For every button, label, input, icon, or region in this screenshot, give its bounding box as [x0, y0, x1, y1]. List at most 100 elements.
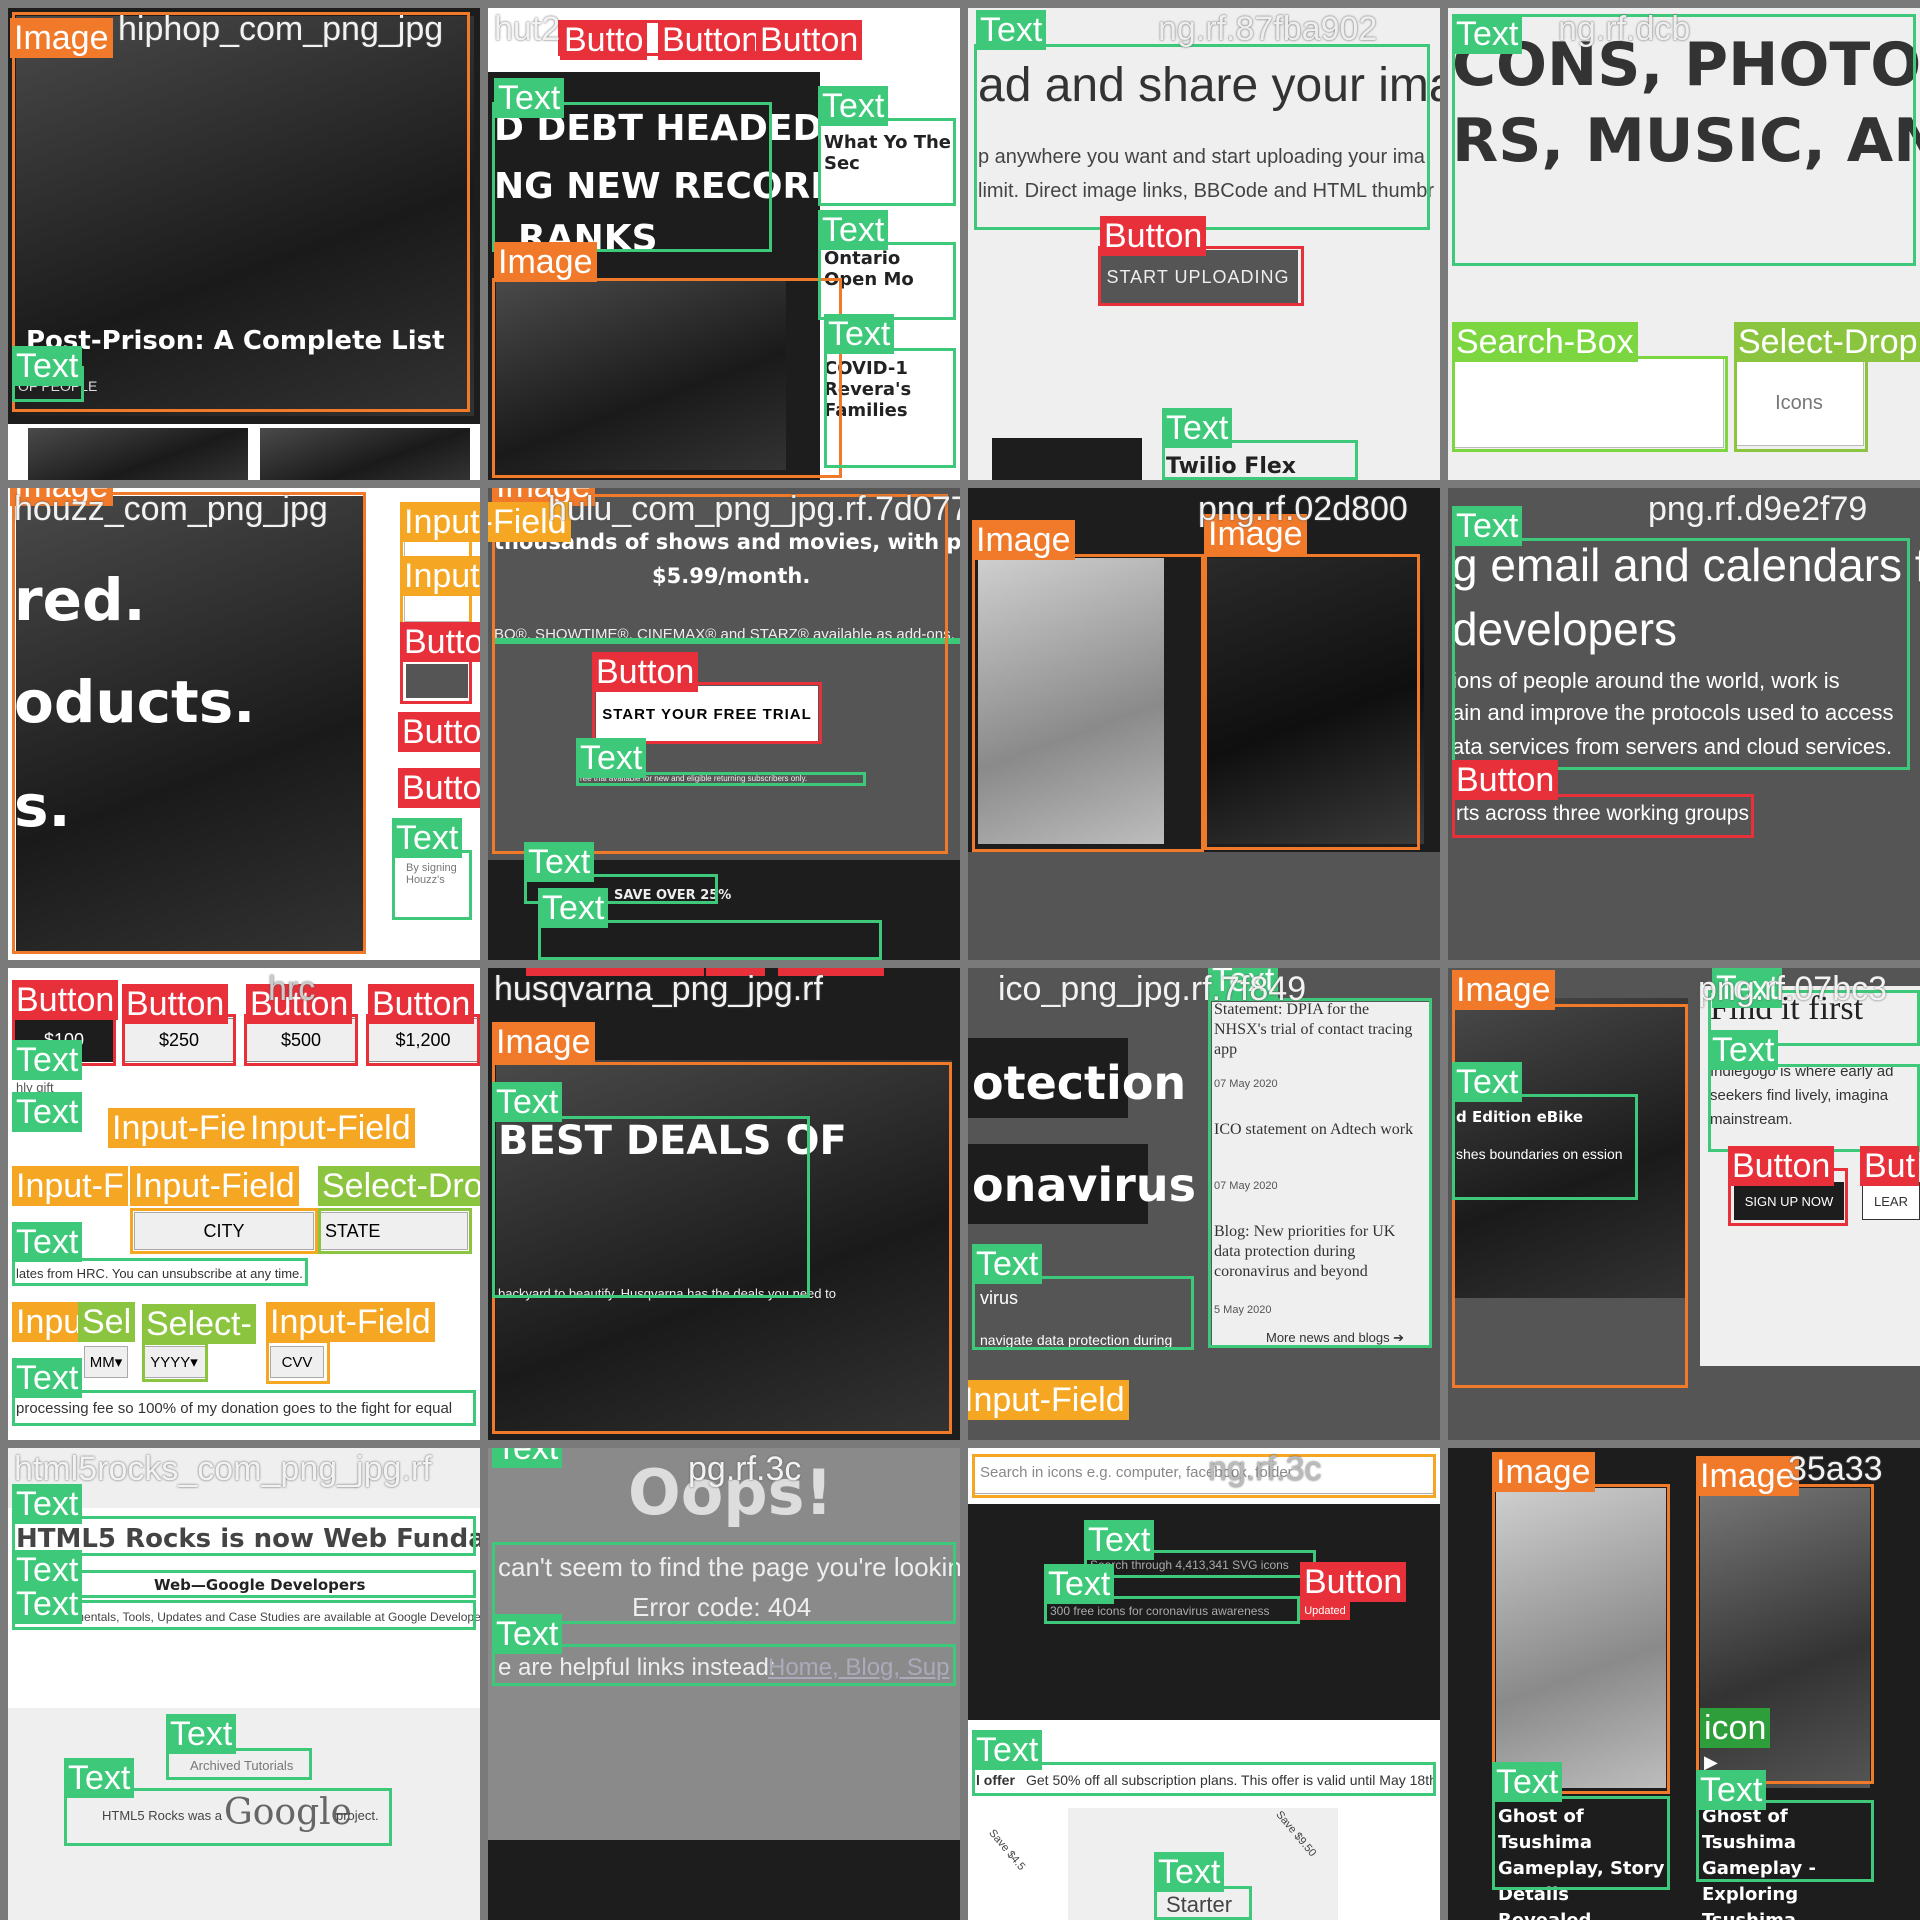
- label-text-heading: Text: [1712, 968, 1783, 1008]
- amount-500-button[interactable]: $500: [246, 1018, 356, 1062]
- bbox-google: [64, 1788, 392, 1846]
- label-input-3: Input-F: [12, 1166, 128, 1206]
- bbox-covid: [1044, 1596, 1300, 1624]
- cvv-field[interactable]: CVV: [270, 1346, 324, 1378]
- hero-desc-2: limit. Direct image links, BBCode and HT…: [978, 180, 1435, 202]
- search-input[interactable]: [1454, 358, 1724, 448]
- label-text-helpful: Text: [492, 1614, 563, 1654]
- helpful-links[interactable]: Home, Blog, Sup: [768, 1654, 950, 1681]
- label-button-1: Butto: [560, 20, 648, 60]
- label-btn-1: Butto: [526, 968, 614, 976]
- price-line: $5.99/month.: [652, 564, 811, 588]
- label-btn-signup: Button: [1728, 1146, 1835, 1186]
- free-trial-button[interactable]: START YOUR FREE TRIAL: [596, 686, 818, 742]
- bbox-text: [392, 850, 472, 920]
- tile-filename: hrc: [268, 970, 316, 1008]
- bbox-hero: [1452, 538, 1910, 770]
- article-heading: Post-Prison: A Complete List: [26, 326, 445, 356]
- starter-plan: Starter: [1166, 1892, 1233, 1917]
- working-groups-link[interactable]: rts across three working groups: [1456, 802, 1749, 825]
- label-text: Text: [492, 1082, 563, 1122]
- city-field[interactable]: CITY: [134, 1212, 314, 1250]
- helpful-links-text: e are helpful links instead:: [498, 1654, 776, 1681]
- label-btn-2: Button: [598, 968, 705, 976]
- card-2-title[interactable]: Ghost of Tsushima Gameplay - Exploring T…: [1702, 1806, 1817, 1920]
- label-text-save: Text: [524, 842, 595, 882]
- feature-photo: [496, 280, 786, 470]
- label-btn-2: Button: [122, 984, 229, 1024]
- oops-heading: Oops!: [628, 1456, 833, 1529]
- tile-news: D DEBT HEADED FOR NG NEW RECORDS: RANKS …: [488, 8, 960, 480]
- hero-line-2: oducts.: [14, 668, 256, 736]
- exp-year-select[interactable]: YYYY▾: [142, 1346, 206, 1378]
- footer-thumb: [992, 438, 1142, 480]
- signup-button[interactable]: [406, 664, 468, 698]
- label-btn-4: Button: [778, 968, 885, 976]
- label-image: Image: [494, 242, 597, 282]
- more-news-link[interactable]: More news and blogs ➔: [1266, 1330, 1405, 1345]
- bbox-message: [492, 1542, 956, 1624]
- label-text-search-through: Text: [1084, 1520, 1155, 1560]
- exp-month-select[interactable]: MM▾: [84, 1346, 128, 1378]
- tile-404: Oops! can't seem to find the page you're…: [488, 1448, 960, 1920]
- bbox-body: [1708, 1064, 1920, 1152]
- side-story-1: What Yo The Sec: [824, 132, 952, 174]
- not-found-message: can't seem to find the page you're looki…: [498, 1552, 960, 1582]
- bbox-headline: [492, 102, 772, 252]
- sign-up-button[interactable]: SIGN UP NOW: [1734, 1182, 1844, 1220]
- tile-filename: ng.rf.3c: [1208, 1450, 1322, 1488]
- archived-link[interactable]: Archived Tutorials: [190, 1758, 294, 1773]
- tile-filename: ico_png_jpg.rf.7f849: [998, 970, 1307, 1008]
- hero-line-1: g email and calendars for: [1452, 539, 1920, 591]
- ribbon-1: Save $4.5: [986, 1827, 1028, 1873]
- bbox-news: [1208, 998, 1432, 1348]
- search-through-text: Search through 4,413,341 SVG icons: [1090, 1558, 1289, 1572]
- play-icon[interactable]: ▶: [1704, 1752, 1718, 1772]
- google-logo: Google: [224, 1792, 352, 1833]
- card-1-title[interactable]: Ghost of Tsushima Gameplay, Story Detail…: [1498, 1806, 1665, 1920]
- caption-1: virus: [980, 1288, 1019, 1308]
- error-code: Error code: 404: [632, 1592, 812, 1622]
- tile-ico: otection onavirus virus navigate data pr…: [968, 968, 1440, 1440]
- learn-more-button[interactable]: LEAR: [1862, 1182, 1920, 1220]
- news-3-title[interactable]: Blog: New priorities for UK data protect…: [1214, 1223, 1396, 1280]
- tile-filename: hiphop_com_png_jpg: [118, 10, 444, 48]
- footer: [488, 1840, 960, 1920]
- hero-line-1: CONS, PHOTOS,: [1452, 30, 1920, 100]
- notice-sub: Web—Google Developers: [154, 1576, 366, 1594]
- label-select: Select-Drop: [1734, 322, 1920, 362]
- offer-bold: l offer: [976, 1772, 1015, 1788]
- label-button: Button: [1452, 760, 1559, 800]
- legal-text: By signing Houzz's: [406, 862, 457, 886]
- start-uploading-button[interactable]: START UPLOADING: [1098, 250, 1298, 304]
- tile-filename: png.rf.07bc3: [1698, 970, 1888, 1008]
- news-2-title[interactable]: ICO statement on Adtech work: [1214, 1121, 1414, 1138]
- label-image: Image: [10, 488, 113, 506]
- bbox-button: [1452, 794, 1754, 838]
- updated-badge[interactable]: Updated: [1300, 1602, 1350, 1620]
- bbox-image: [12, 492, 366, 954]
- label-text-news: Text: [1208, 968, 1279, 1000]
- tile-filename: hut2: [494, 10, 561, 48]
- body-3: ata services from servers and cloud serv…: [1452, 734, 1893, 759]
- bbox-image: [492, 494, 948, 854]
- tile-uploader: ad and share your ima p anywhere you wan…: [968, 8, 1440, 480]
- tile-filename: husqvarna_png_jpg.rf: [494, 970, 823, 1008]
- news-1-title[interactable]: Statement: DPIA for the NHSX's trial of …: [1214, 1001, 1413, 1058]
- offer-text: Get 50% off all subscription plans. This…: [1026, 1772, 1437, 1788]
- label-text: Text: [1452, 506, 1523, 546]
- icon-search-input[interactable]: [974, 1456, 1434, 1494]
- bbox-fee: [12, 1390, 476, 1426]
- label-image-1: Image: [1492, 1452, 1595, 1492]
- hero-desc-1: p anywhere you want and start uploading …: [978, 146, 1425, 168]
- label-text-footer: Text: [1162, 408, 1233, 448]
- tile-indiegogo: d Edition eBike shes boundaries on essio…: [1448, 968, 1920, 1440]
- caption-2: navigate data protection during: [980, 1332, 1173, 1348]
- amount-250-button[interactable]: $250: [124, 1018, 234, 1062]
- bbox-archived: [166, 1748, 312, 1780]
- tile-filename: html5rocks_com_png_jpg.rf: [14, 1450, 432, 1488]
- label-text-side-3: Text: [824, 314, 895, 354]
- state-select[interactable]: STATE: [318, 1212, 468, 1250]
- bbox-side-3: [824, 348, 956, 468]
